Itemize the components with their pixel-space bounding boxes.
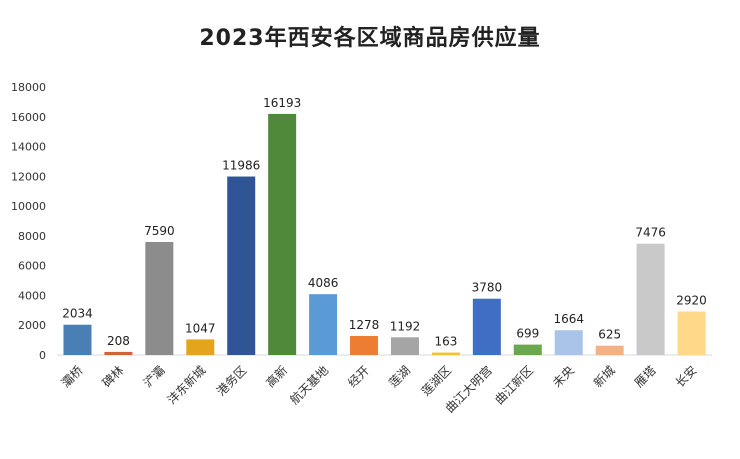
x-tick-label: 雁塔 xyxy=(632,363,659,390)
y-tick-label: 2000 xyxy=(18,319,46,332)
x-tick-label: 高新 xyxy=(263,363,291,391)
x-tick-label: 航天基地 xyxy=(287,363,332,408)
y-axis: 0 2000 4000 6000 8000 10000 12000 14000 16000 180… xyxy=(11,81,712,362)
x-tick-label: 港务区 xyxy=(213,363,249,399)
data-label: 4086 xyxy=(308,276,339,290)
value-labels-group: 2034 208 7590 1047 11986 16193 4086 1278 1192 163… xyxy=(62,96,707,349)
data-label: 3780 xyxy=(472,281,503,295)
y-tick-label: 4000 xyxy=(18,289,46,302)
x-tick-label: 沣东新城 xyxy=(164,363,209,408)
bar xyxy=(390,337,419,355)
x-tick-label: 未央 xyxy=(550,363,577,390)
data-label: 625 xyxy=(598,328,621,342)
bar xyxy=(595,345,624,355)
data-label: 2034 xyxy=(62,307,93,321)
bar xyxy=(227,176,256,355)
bar xyxy=(472,298,501,355)
data-label: 163 xyxy=(434,335,457,349)
data-label: 2920 xyxy=(676,294,707,308)
bar xyxy=(677,311,706,355)
bar xyxy=(268,113,297,355)
x-tick-label: 新城 xyxy=(590,363,618,391)
y-tick-label: 8000 xyxy=(18,230,46,243)
y-tick-label: 16000 xyxy=(11,111,46,124)
y-tick-label: 10000 xyxy=(11,200,46,213)
x-tick-label: 碑林 xyxy=(99,363,127,391)
data-label: 1664 xyxy=(553,312,584,326)
chart-title: 2023年西安各区域商品房供应量 xyxy=(199,26,541,51)
bar xyxy=(350,335,379,355)
bar xyxy=(63,324,92,355)
data-label: 208 xyxy=(107,334,130,348)
x-tick-label: 经开 xyxy=(345,363,372,390)
data-label: 11986 xyxy=(222,159,260,173)
bar xyxy=(636,243,665,355)
x-tick-label: 莲湖区 xyxy=(418,363,454,399)
data-label: 1278 xyxy=(349,318,380,332)
x-tick-label: 灞桥 xyxy=(59,363,86,390)
data-label: 7476 xyxy=(635,226,666,240)
x-tick-label: 长安 xyxy=(672,363,700,391)
y-tick-label: 0 xyxy=(39,349,46,362)
bar xyxy=(145,241,174,355)
data-label: 7590 xyxy=(144,224,175,238)
x-tick-label: 曲江新区 xyxy=(491,363,536,408)
data-label: 1192 xyxy=(390,319,421,333)
x-axis-labels-group: 灞桥 碑林 浐灞沣东新城 港务区 高新航天基地 经开 莲湖 莲湖区曲江大明宫曲江新区 未央 新城雁… xyxy=(59,363,700,416)
bar xyxy=(554,330,583,355)
data-label: 1047 xyxy=(185,321,216,335)
y-tick-label: 18000 xyxy=(11,81,46,94)
y-tick-label: 6000 xyxy=(18,260,46,273)
bar xyxy=(513,344,542,355)
bar xyxy=(104,351,133,355)
y-tick-label: 12000 xyxy=(11,170,46,183)
bar xyxy=(431,352,460,355)
x-tick-label: 莲湖 xyxy=(386,363,414,391)
data-label: 16193 xyxy=(263,96,301,110)
bar xyxy=(186,339,215,355)
y-tick-label: 14000 xyxy=(11,141,46,154)
bar xyxy=(309,294,338,355)
data-label: 699 xyxy=(516,327,539,341)
bars-group xyxy=(63,113,706,355)
x-tick-label: 浐灞 xyxy=(141,363,168,390)
